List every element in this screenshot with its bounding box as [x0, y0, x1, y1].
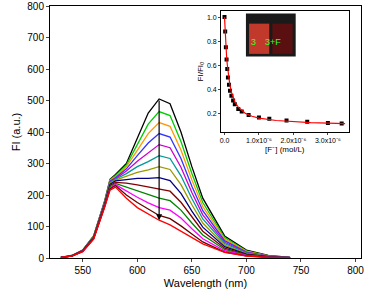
- svg-text:750: 750: [293, 265, 310, 276]
- svg-text:100: 100: [27, 221, 44, 232]
- svg-text:0.4: 0.4: [207, 86, 217, 93]
- svg-text:550: 550: [74, 265, 91, 276]
- svg-text:Wavelength (nm): Wavelength (nm): [164, 277, 247, 289]
- svg-text:0.2: 0.2: [207, 110, 217, 117]
- svg-text:3.0x10⁻⁶: 3.0x10⁻⁶: [315, 137, 341, 144]
- svg-text:FI/FI₀: FI/FI₀: [196, 62, 205, 82]
- svg-text:0.8: 0.8: [207, 38, 217, 45]
- svg-text:600: 600: [27, 64, 44, 75]
- svg-text:0.6: 0.6: [207, 62, 217, 69]
- svg-text:200: 200: [27, 190, 44, 201]
- svg-text:[F⁻] (mol/L): [F⁻] (mol/L): [265, 145, 305, 154]
- svg-text:2.0x10⁻⁶: 2.0x10⁻⁶: [280, 137, 306, 144]
- svg-text:0: 0: [38, 253, 44, 264]
- svg-text:300: 300: [27, 158, 44, 169]
- svg-text:1.0: 1.0: [207, 14, 217, 21]
- svg-text:700: 700: [27, 32, 44, 43]
- svg-text:700: 700: [238, 265, 255, 276]
- svg-text:600: 600: [129, 265, 146, 276]
- svg-text:400: 400: [27, 127, 44, 138]
- svg-text:650: 650: [184, 265, 201, 276]
- svg-text:800: 800: [347, 265, 364, 276]
- svg-text:0.0: 0.0: [220, 137, 230, 144]
- svg-text:3+F: 3+F: [265, 37, 281, 47]
- svg-text:1.0x10⁻⁶: 1.0x10⁻⁶: [246, 137, 272, 144]
- svg-text:3: 3: [251, 37, 256, 47]
- svg-text:FI (a.u.): FI (a.u.): [10, 113, 22, 152]
- svg-text:500: 500: [27, 95, 44, 106]
- svg-text:800: 800: [27, 1, 44, 12]
